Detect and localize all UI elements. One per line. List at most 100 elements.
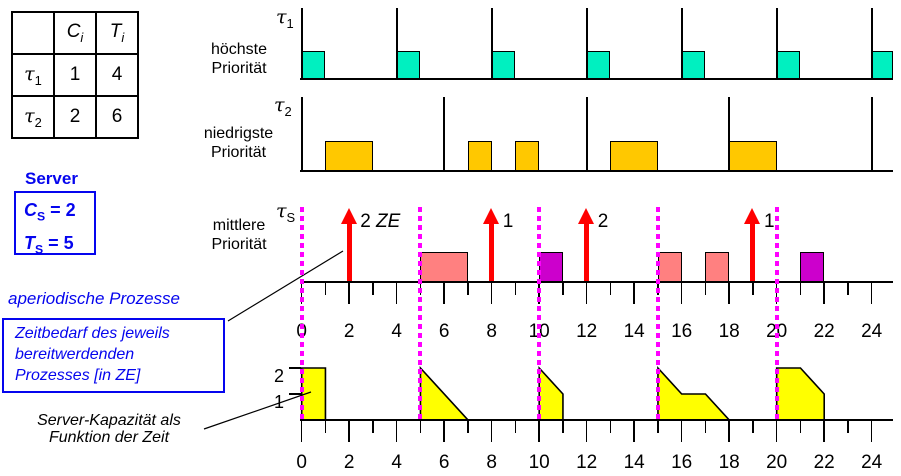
server-replenishment-line [774, 207, 779, 420]
tau1-execution-box [491, 51, 516, 79]
server-axis-tick [372, 283, 374, 295]
tau2-execution-box [610, 141, 658, 171]
capacity-axis-tick [324, 421, 327, 433]
server-axis-tick [680, 283, 683, 304]
server-execution-box [539, 252, 563, 282]
demand-annotation-box: Zeitbedarf des jeweils bereitwerdenden P… [2, 318, 225, 393]
server-time-axis [300, 281, 893, 283]
tau2-symbol: τ2 [274, 94, 292, 119]
tau2-release-line [300, 97, 303, 171]
capacity-axis-tick [514, 421, 517, 433]
tau1-release-line [775, 8, 778, 79]
tau1-release-line [585, 8, 588, 79]
capacity-axis-number: 0 [296, 452, 307, 473]
tau2-t-value: 6 [95, 95, 139, 139]
server-replenishment-line [537, 207, 542, 420]
capacity-axis-number: 10 [528, 452, 550, 473]
table-header-ti: Ti [95, 11, 139, 55]
server-axis-number: 18 [718, 321, 740, 342]
capacity-axis-tick [870, 421, 873, 442]
capacity-axis-tick [728, 421, 730, 442]
server-axis-tick [633, 283, 635, 304]
tau1-release-line [680, 8, 683, 79]
server-axis-tick [823, 283, 825, 304]
capacity-axis-number: 4 [391, 452, 402, 473]
tau1-execution-box [681, 51, 706, 79]
aperiodic-arrival-label: 2 [597, 211, 609, 232]
server-axis-number: 24 [861, 321, 883, 342]
aperiodic-arrival-arrow [750, 222, 756, 281]
server-ts-param: TS = 5 [24, 232, 74, 257]
capacity-ylabel: 2 [273, 366, 284, 386]
server-capacity-shape [775, 367, 826, 421]
server-axis-tick [443, 283, 445, 304]
server-axis-tick [324, 283, 327, 295]
aperiodic-arrival-label: 1 [763, 211, 775, 232]
tau1-release-line [870, 8, 873, 79]
server-replenishment-line [299, 207, 304, 420]
tau1-execution-box [871, 51, 893, 79]
server-axis-number: 6 [438, 321, 450, 342]
server-axis-number: 12 [576, 321, 598, 342]
tauS-priority-label: mittlere Priorität [211, 217, 267, 253]
server-replenishment-line [655, 207, 660, 420]
tau1-release-line [490, 8, 493, 79]
aperiodic-arrival-label: 1 [502, 211, 514, 232]
tau1-execution-box [396, 51, 421, 79]
demand-line-2: bereitwerdenden [15, 346, 135, 363]
capacity-axis-tick [300, 421, 303, 442]
server-axis-tick [870, 283, 873, 304]
capacity-axis-tick [657, 421, 659, 433]
capacity-ylabel: 1 [273, 392, 284, 412]
tau2-release-line [728, 97, 731, 171]
server-title: Server [25, 169, 78, 188]
tau2-c-value: 2 [53, 95, 97, 139]
table-row: τ2 2 6 [11, 95, 139, 139]
tau1-c-value: 1 [53, 53, 97, 97]
capacity-axis-tick [443, 421, 445, 442]
tau2-execution-box [325, 141, 373, 171]
capacity-axis-tick [680, 421, 683, 442]
server-axis-tick [609, 283, 612, 295]
capacity-axis-number: 12 [576, 452, 598, 473]
tau2-execution-box [467, 141, 492, 171]
tau1-release-line [300, 8, 303, 79]
capacity-axis-tick [372, 421, 374, 433]
capacity-ytick [289, 393, 301, 395]
tau1-priority-label: höchste Priorität [210, 41, 268, 77]
server-axis-tick [348, 283, 350, 304]
tau1-execution-box [586, 51, 611, 79]
capacity-axis-tick [538, 421, 540, 442]
table-header-ci: Ci [53, 11, 97, 55]
server-replenishment-line [418, 207, 423, 420]
tau1-row-label: τ1 [11, 53, 55, 97]
capacity-time-axis [300, 419, 893, 421]
server-axis-tick [467, 283, 469, 295]
capacity-axis-number: 20 [766, 452, 788, 473]
server-capacity-shape [538, 365, 564, 421]
server-axis-number: 8 [486, 321, 497, 342]
server-execution-box [657, 252, 682, 282]
capacity-axis-tick [467, 421, 469, 433]
tau1-symbol: τ1 [276, 6, 294, 31]
aperiodic-arrival-arrow-head [578, 208, 595, 224]
aperiodic-arrival-label: 2 ZE [360, 211, 401, 232]
capacity-axis-tick [752, 421, 754, 433]
server-axis-tick [514, 283, 517, 295]
tau2-priority-label: niedrigste Priorität [203, 125, 274, 161]
capacity-axis-tick [609, 421, 612, 433]
server-axis-tick [752, 283, 754, 295]
capacity-axis-number: 18 [718, 452, 740, 473]
capacity-axis-tick [633, 421, 635, 442]
server-execution-box [800, 252, 825, 282]
demand-line-1: Zeitbedarf des jeweils [15, 325, 170, 342]
table-row: τ1 1 4 [11, 53, 139, 97]
tau2-release-line [443, 97, 446, 171]
aperiodic-arrival-arrow [584, 222, 590, 281]
capacity-axis-tick [562, 421, 564, 433]
server-cs-param: CS = 2 [24, 200, 76, 224]
aperiodic-arrival-arrow-head [340, 208, 357, 224]
tau2-release-line [585, 97, 588, 171]
tau2-row-label: τ2 [11, 95, 55, 139]
